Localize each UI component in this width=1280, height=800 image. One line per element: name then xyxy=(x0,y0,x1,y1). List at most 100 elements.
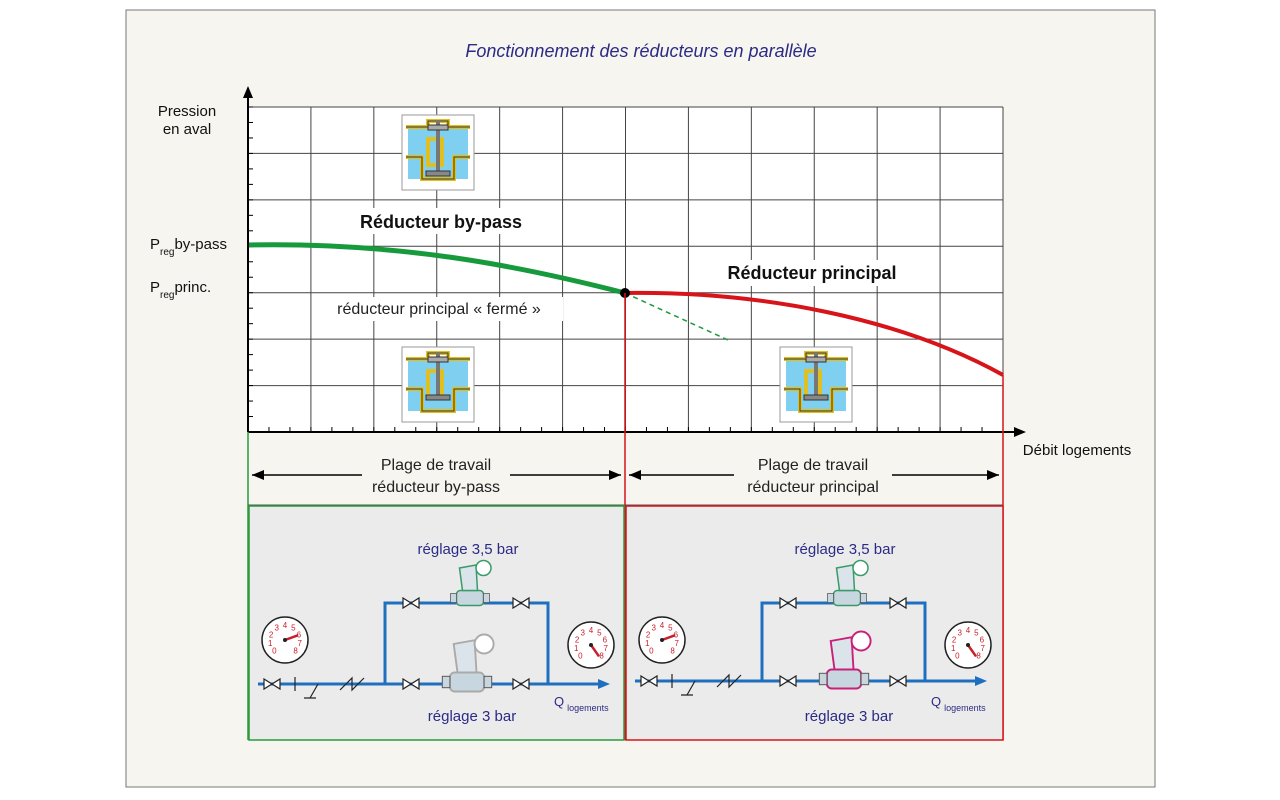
manometer-digit: 6 xyxy=(603,635,608,644)
icon-disc xyxy=(425,394,451,401)
reducer-bonnet xyxy=(458,564,479,592)
manometer-digit: 6 xyxy=(980,635,985,644)
manometer-digit: 3 xyxy=(274,624,279,633)
manometer-digit: 1 xyxy=(574,644,579,653)
panel-by-pass xyxy=(248,505,625,741)
manometer-digit: 3 xyxy=(580,629,585,638)
pressure-reducer xyxy=(818,630,872,690)
icon-cap xyxy=(805,356,827,363)
manometer-hub xyxy=(966,643,970,647)
gate-valve xyxy=(889,596,907,610)
manometer-digit: 7 xyxy=(980,644,985,653)
manometer-digit: 2 xyxy=(952,635,957,644)
title: Fonctionnement des réducteurs en parallè… xyxy=(465,41,816,61)
manometer-digit: 3 xyxy=(651,624,656,633)
gate-valve xyxy=(512,677,530,691)
range-label: Plage de travail xyxy=(758,457,868,474)
label-bg xyxy=(712,260,912,286)
x-arrow xyxy=(1014,427,1026,437)
x-axis-label: Débit logements xyxy=(1023,442,1131,459)
manometer-hub xyxy=(589,643,593,647)
gate-valve xyxy=(779,674,797,688)
icon-disc xyxy=(425,170,451,177)
gate-valve xyxy=(402,677,420,691)
strainer xyxy=(671,674,696,696)
icon-stem xyxy=(814,353,818,397)
setting-label: réglage 3,5 bar xyxy=(795,541,896,558)
level-prefix: P xyxy=(150,236,160,253)
reducer-bonnet xyxy=(829,636,855,671)
flow-arrow xyxy=(975,676,987,686)
manometer-digit: 5 xyxy=(974,629,979,638)
gate-valve xyxy=(779,596,797,610)
label-bg xyxy=(362,453,510,497)
manometer-digit: 8 xyxy=(293,647,298,656)
manometer-digit: 5 xyxy=(668,624,673,633)
manometer-digit: 2 xyxy=(269,630,274,639)
valve-icon xyxy=(401,346,475,423)
range-label: réducteur principal xyxy=(747,479,879,496)
manometer-digit: 0 xyxy=(578,652,583,661)
reducer-bonnet xyxy=(835,564,856,592)
y-arrow xyxy=(243,86,253,98)
reducer-gauge xyxy=(473,633,495,655)
pressure-reducer xyxy=(450,559,492,607)
manometer-digit: 7 xyxy=(603,644,608,653)
reducer-flange xyxy=(827,593,834,603)
gate-valve xyxy=(402,596,420,610)
level-suffix: by-pass xyxy=(174,236,227,253)
y-axis-label: en aval xyxy=(163,121,211,138)
strainer xyxy=(294,677,319,699)
manometer-digit: 1 xyxy=(645,639,650,648)
icon-disc xyxy=(803,394,829,401)
level-suffix: princ. xyxy=(174,279,211,296)
pressure-reducer xyxy=(441,633,495,693)
manometer-digit: 2 xyxy=(646,630,651,639)
gate-valve xyxy=(889,674,907,688)
check-valve xyxy=(339,676,365,692)
manometer-digit: 4 xyxy=(283,621,288,630)
flow-subscript: logements xyxy=(944,703,986,713)
manometer-digit: 5 xyxy=(597,629,602,638)
closed-note: réducteur principal « fermé » xyxy=(337,301,541,318)
manometer-needle xyxy=(966,644,978,658)
setting-label: réglage 3 bar xyxy=(428,708,516,725)
gate-valve xyxy=(512,596,530,610)
y-axis-label: Pression xyxy=(158,103,216,120)
icon-cap xyxy=(427,356,449,363)
label-bg xyxy=(318,297,563,321)
gate-valve xyxy=(263,677,281,691)
reducer-flange xyxy=(441,675,451,689)
reducer-flange xyxy=(483,593,490,603)
flow-subscript: logements xyxy=(567,703,609,713)
label-bg xyxy=(336,208,546,234)
reducer-body xyxy=(832,589,862,607)
flow-symbol: Q xyxy=(554,694,564,709)
check-valve xyxy=(716,673,742,689)
reducer-flange xyxy=(450,593,457,603)
manometer-digit: 5 xyxy=(291,624,296,633)
manometer-digit: 1 xyxy=(268,639,273,648)
reducer-flange xyxy=(860,593,867,603)
manometer-digit: 8 xyxy=(976,652,981,661)
manometer-digit: 7 xyxy=(674,639,679,648)
curve-label: Réducteur by-pass xyxy=(360,212,522,232)
manometer-digit: 0 xyxy=(272,647,277,656)
level-prefix: P xyxy=(150,279,160,296)
manometer-digit: 6 xyxy=(297,630,302,639)
manometer-needle xyxy=(661,634,676,642)
manometer-digit: 2 xyxy=(575,635,580,644)
manometer-needle xyxy=(589,644,601,658)
reducer-gauge xyxy=(850,630,872,652)
manometer-digit: 3 xyxy=(957,629,962,638)
reducer-body xyxy=(455,589,485,607)
label-bg xyxy=(734,453,892,497)
reducer-gauge xyxy=(852,559,869,577)
reducer-flange xyxy=(483,675,493,689)
